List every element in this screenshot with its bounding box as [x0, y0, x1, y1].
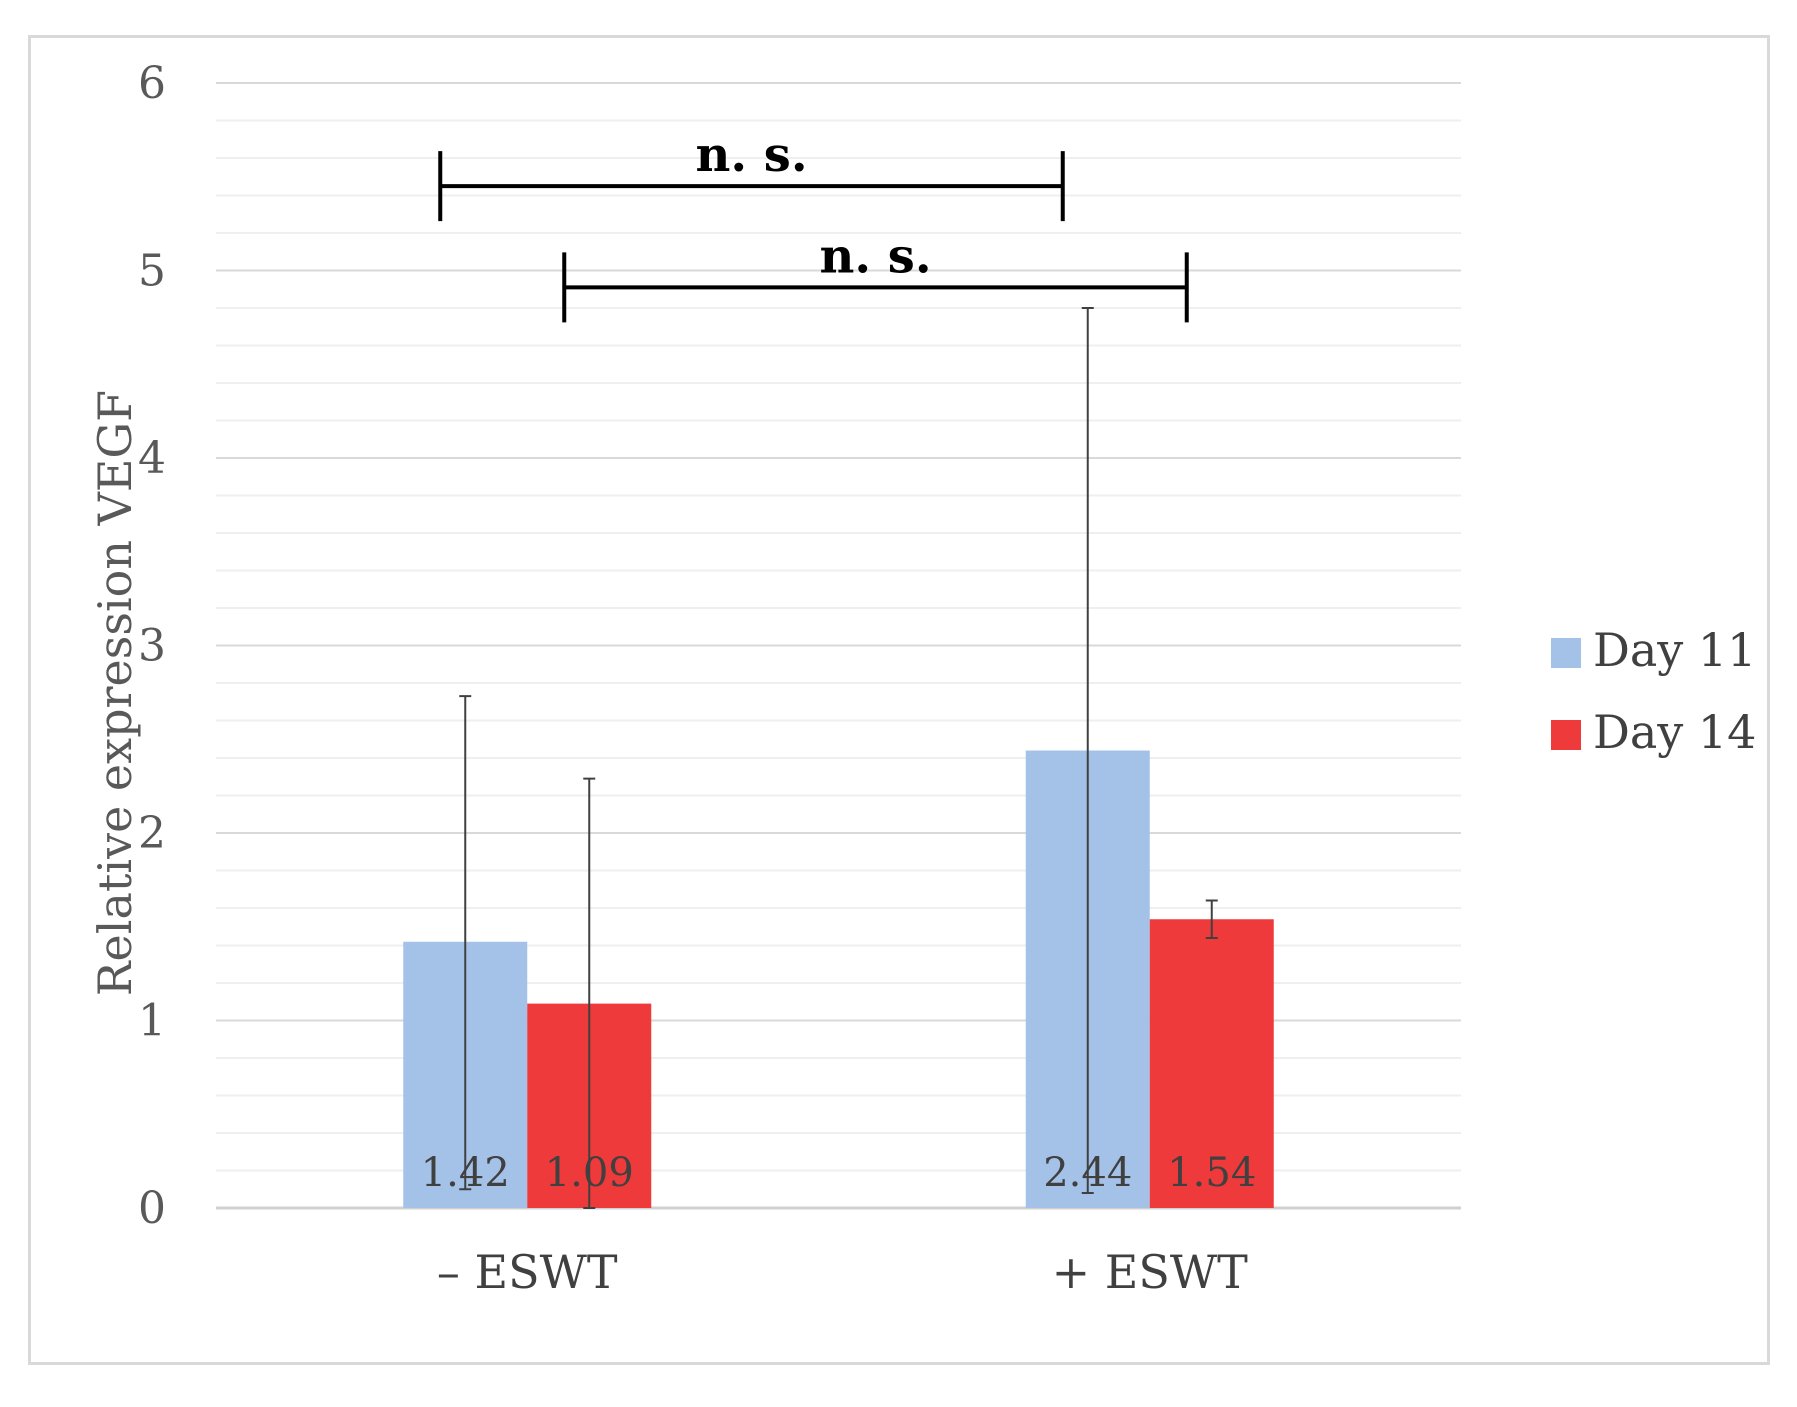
- bars: [403, 750, 1274, 1208]
- y-axis-label: Relative expression VEGF: [88, 390, 142, 996]
- data-label: 1.09: [545, 1150, 634, 1196]
- data-label: 2.44: [1043, 1150, 1132, 1196]
- legend-label: Day 11: [1593, 623, 1756, 677]
- y-tick-label: 0: [138, 1183, 166, 1234]
- legend-label: Day 14: [1593, 705, 1756, 759]
- significance-brackets: n. s.n. s.: [438, 127, 1189, 323]
- y-tick-label: 3: [138, 621, 166, 672]
- y-tick-label: 5: [138, 246, 166, 297]
- legend: Day 11 Day 14: [1551, 623, 1756, 759]
- x-category-label: + ESWT: [1052, 1245, 1249, 1299]
- y-tick-label: 1: [138, 996, 166, 1047]
- data-labels: 1.42 1.09 2.44 1.54: [421, 1150, 1257, 1196]
- bar-chart: 1.42 1.09 2.44 1.54 0 1 2 3 4 5 6 – ESWT + ESWT n. …: [88, 58, 1756, 1299]
- axes: 0 1 2 3 4 5 6 – ESWT + ESWT: [138, 58, 1248, 1299]
- chart-frame: 1.42 1.09 2.44 1.54 0 1 2 3 4 5 6 – ESWT + ESWT n. …: [28, 35, 1770, 1365]
- data-label: 1.54: [1167, 1150, 1256, 1196]
- y-tick-label: 2: [138, 808, 166, 859]
- y-tick-label: 6: [138, 58, 166, 109]
- data-label: 1.42: [421, 1150, 510, 1196]
- bar: [1149, 919, 1274, 1208]
- x-category-label: – ESWT: [437, 1245, 618, 1299]
- y-tick-label: 4: [138, 433, 166, 484]
- legend-swatch: [1551, 638, 1581, 668]
- legend-swatch: [1551, 720, 1581, 750]
- significance-label: n. s.: [695, 127, 807, 183]
- error-bars: [459, 307, 1218, 1209]
- significance-label: n. s.: [819, 228, 931, 284]
